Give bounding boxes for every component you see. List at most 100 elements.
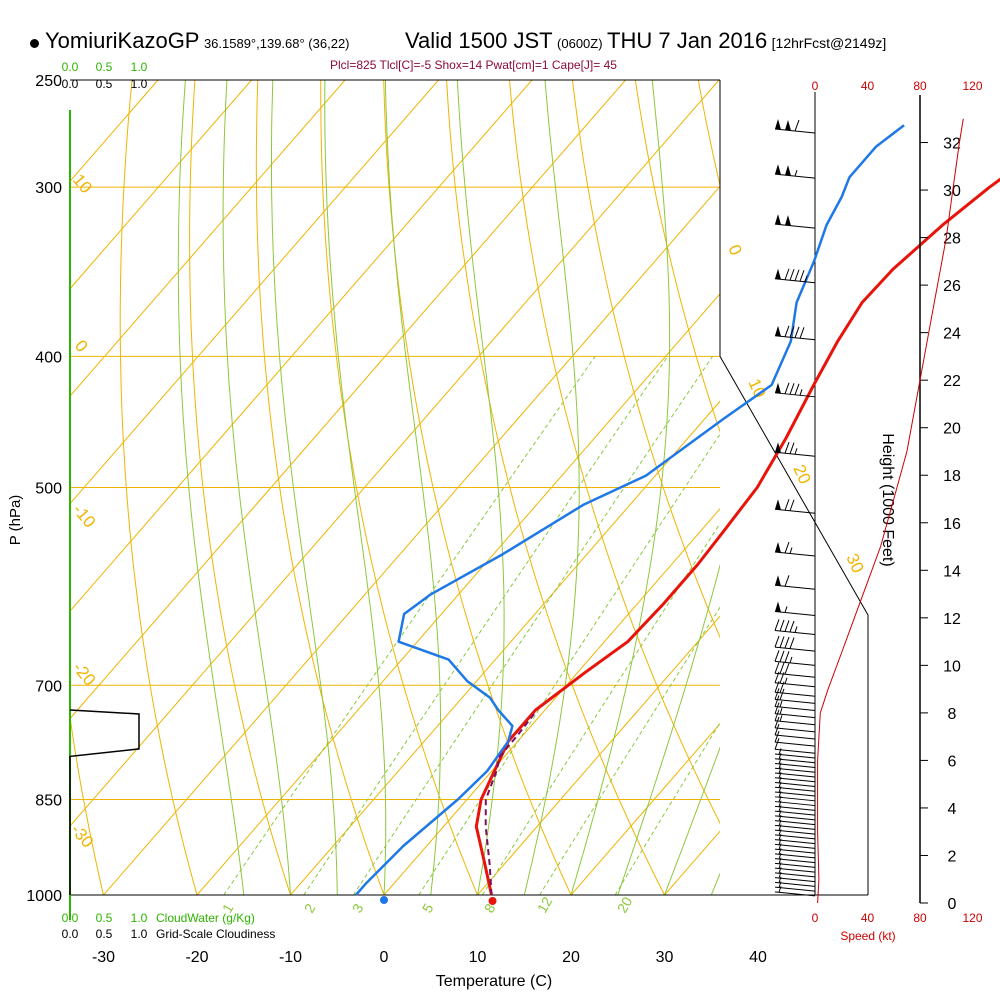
pressure-tick-label: 250 [35, 73, 62, 90]
height-tick-label: 14 [943, 563, 961, 580]
dry-adiabat-line [119, 80, 198, 895]
wind-barb-full [794, 269, 800, 281]
moist-adiabat-line [177, 80, 245, 895]
wind-barb-half [789, 656, 793, 664]
forecast-date: THU 7 Jan 2016 [607, 28, 768, 53]
height-tick-label: 8 [948, 706, 957, 723]
temperature-tick-label: 30 [656, 949, 674, 966]
wind-barb-staff [774, 698, 816, 704]
cloud-water-tick-bottom: 1.0 [131, 911, 148, 925]
wind-barb-staff [774, 758, 816, 764]
height-tick-label: 32 [943, 136, 961, 153]
wind-barb-half [799, 389, 803, 396]
wind-barb-full [779, 662, 785, 674]
wind-barb-full [789, 326, 795, 338]
speed-tick-bottom: 0 [812, 911, 819, 925]
wind-barb-full [774, 716, 780, 729]
mixing-ratio-label: 12 [534, 894, 556, 916]
wind-barb-staff [774, 763, 816, 769]
pressure-tick-label: 400 [35, 349, 62, 366]
wind-barb-full [794, 119, 800, 132]
height-axis-label: Height (1000 Feet) [879, 433, 896, 566]
wind-barb-full [784, 651, 790, 663]
dry-adiabat-label: 30 [842, 551, 867, 576]
moist-adiabat-line [664, 746, 720, 895]
wind-barb-full [784, 382, 790, 394]
wind-barb-full [774, 619, 780, 631]
wind-barb-full [789, 620, 795, 633]
cloudiness-tick-bottom: 0.0 [62, 927, 79, 941]
speed-tick-top: 0 [812, 79, 819, 93]
moist-adiabat-line [456, 80, 505, 895]
wind-barb-staff [774, 834, 816, 840]
wind-barb-pennant [775, 575, 781, 586]
dry-adiabat-line [887, 80, 1000, 895]
wind-barb-full [784, 442, 790, 454]
wind-barb-pennant [785, 215, 791, 226]
wind-barb-pennant [775, 164, 781, 175]
mixing-ratio-line [539, 606, 720, 895]
temperature-tick-label: 20 [562, 949, 580, 966]
height-tick-label: 12 [943, 611, 961, 628]
wind-barb-staff [774, 881, 816, 887]
wind-barb-staff [774, 767, 816, 773]
mixing-ratio-line [481, 522, 720, 895]
wind-barb-staff [774, 551, 816, 557]
cloud-water-tick-top: 0.5 [96, 60, 113, 74]
wind-barb-full [774, 723, 780, 736]
temperature-tick-label: -20 [185, 949, 208, 966]
isotherm-line [70, 80, 346, 397]
dry-adiabat-line [509, 80, 720, 825]
height-tick-label: 10 [943, 658, 961, 675]
wind-barb-full [784, 620, 790, 632]
wind-barb-full [789, 499, 795, 511]
zulu-time: (0600Z) [557, 36, 603, 51]
mixing-ratio-line [352, 356, 714, 895]
wind-barb-staff [774, 824, 816, 830]
wind-barb-staff [774, 610, 816, 616]
dry-adiabat-label: 0 [71, 336, 92, 355]
forecast-info: [12hrFcst@2149z] [771, 35, 887, 51]
pressure-tick-label: 500 [35, 481, 62, 498]
wind-barb-pennant [775, 119, 781, 130]
wind-barb-staff [774, 843, 816, 849]
wind-barb-full [784, 325, 790, 337]
cloudiness-tick-top: 1.0 [131, 77, 148, 91]
wind-barb-staff [774, 891, 816, 897]
wind-barb-full [779, 650, 785, 663]
height-tick-label: 4 [948, 801, 957, 818]
height-tick-label: 20 [943, 421, 961, 438]
dry-adiabat-line [70, 713, 104, 895]
height-tick-label: 0 [948, 896, 957, 913]
moist-adiabat-line [617, 563, 720, 895]
wind-barb-staff [774, 508, 816, 514]
wind-barb-pennant [775, 542, 781, 553]
wind-barb-full [799, 327, 805, 339]
mixing-ratio-label: 2 [301, 901, 319, 916]
cloudiness-tick-top: 0.5 [96, 77, 113, 91]
mixing-ratio-line [418, 433, 720, 895]
isotherm-line [758, 80, 1000, 895]
wind-barb-pennant [775, 214, 781, 225]
speed-tick-top: 40 [861, 79, 875, 93]
dry-adiabat-label: 0 [724, 242, 745, 259]
dry-adiabat-line [383, 80, 572, 895]
wind-barb-full [774, 662, 780, 674]
cloudiness-profile [69, 709, 140, 895]
height-tick-label: 22 [943, 373, 961, 390]
moist-adiabat-line [758, 80, 1000, 895]
wind-barb-staff [774, 753, 816, 759]
wind-barb-full [784, 268, 790, 280]
moist-adiabat-line [523, 80, 580, 895]
isotherm-line [383, 508, 720, 895]
parcel-path-line [484, 713, 535, 896]
wind-barb-full [794, 326, 800, 338]
dewpoint-line [354, 124, 905, 896]
wind-barb-staff [774, 886, 816, 892]
height-tick-label: 26 [943, 278, 961, 295]
surface-dewpoint-marker [380, 896, 388, 904]
wind-barb-staff [774, 786, 816, 792]
wind-barb-full [774, 738, 780, 750]
dry-adiabat-line [446, 80, 665, 895]
y-axis-label: P (hPa) [7, 495, 24, 546]
